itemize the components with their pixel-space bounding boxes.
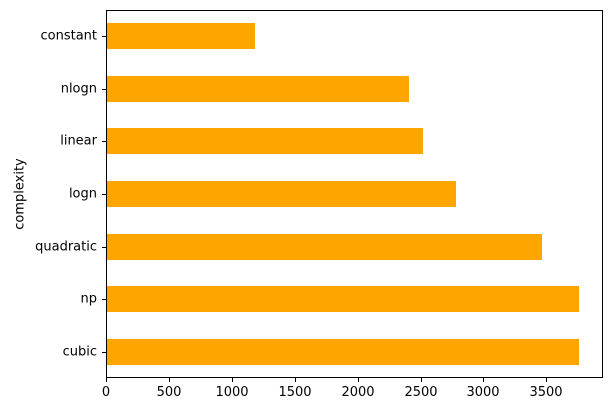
plot-area (106, 10, 603, 378)
y-tick-label-nlogn: nlogn (60, 81, 97, 97)
y-tick-mark (102, 141, 106, 142)
bar-logn (107, 181, 456, 207)
y-tick-label-logn: logn (68, 186, 97, 202)
x-tick-label-0: 0 (101, 385, 111, 400)
x-tick-label-500: 500 (156, 385, 182, 400)
x-tick-mark (295, 378, 296, 382)
y-tick-mark (102, 247, 106, 248)
bar-nlogn (107, 76, 409, 102)
x-tick-mark (421, 378, 422, 382)
y-tick-mark (102, 36, 106, 37)
y-tick-label-np: np (80, 291, 98, 307)
x-tick-mark (483, 378, 484, 382)
x-tick-mark (106, 378, 107, 382)
y-tick-mark (102, 352, 106, 353)
x-tick-mark (169, 378, 170, 382)
x-tick-label-1500: 1500 (278, 385, 312, 400)
x-tick-mark (358, 378, 359, 382)
bar-quadratic (107, 234, 542, 260)
bar-constant (107, 23, 255, 49)
x-tick-label-3500: 3500 (529, 385, 563, 400)
bar-cubic (107, 339, 579, 365)
x-tick-label-2000: 2000 (341, 385, 375, 400)
bar-linear (107, 128, 423, 154)
y-tick-label-constant: constant (40, 28, 97, 44)
bar-np (107, 286, 579, 312)
y-tick-mark (102, 299, 106, 300)
y-tick-label-cubic: cubic (62, 344, 97, 360)
y-tick-mark (102, 89, 106, 90)
y-tick-mark (102, 194, 106, 195)
x-tick-label-1000: 1000 (215, 385, 249, 400)
y-tick-label-quadratic: quadratic (35, 239, 97, 255)
x-tick-mark (546, 378, 547, 382)
x-tick-label-3000: 3000 (466, 385, 500, 400)
y-tick-label-linear: linear (60, 133, 97, 149)
x-tick-mark (232, 378, 233, 382)
x-tick-label-2500: 2500 (404, 385, 438, 400)
